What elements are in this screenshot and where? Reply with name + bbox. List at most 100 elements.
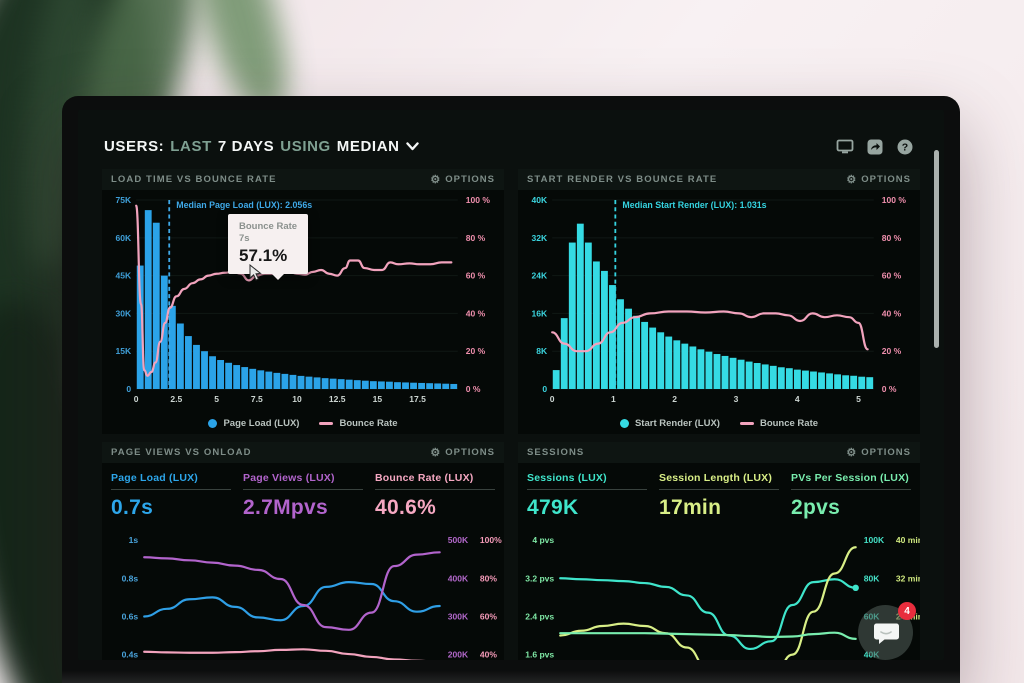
title-days: 7 DAYS [217, 138, 275, 155]
svg-text:80%: 80% [480, 573, 497, 583]
metric-bounce-rate: Bounce Rate (LUX) 40.6% [375, 472, 495, 520]
chat-widget-button[interactable]: 4 [858, 602, 916, 660]
svg-text:17.5: 17.5 [409, 394, 426, 404]
chart-area: Sessions (LUX) 479K Session Length (LUX)… [518, 463, 920, 660]
options-button[interactable]: ⚙ OPTIONS [430, 447, 495, 460]
svg-text:30K: 30K [115, 308, 131, 318]
gear-icon: ⚙ [846, 174, 858, 186]
start-render-chart[interactable]: 40K 32K 24K 16K 8K 0 100 % 80 % 60 % 40 % 20 % 0 % 0… [518, 190, 920, 413]
options-button[interactable]: ⚙ OPTIONS [846, 447, 911, 460]
svg-text:0 %: 0 % [466, 384, 481, 394]
svg-text:0.4s: 0.4s [122, 650, 139, 660]
svg-text:20 %: 20 % [882, 346, 902, 356]
svg-text:100 %: 100 % [882, 195, 907, 205]
svg-text:60%: 60% [480, 612, 497, 622]
title-using: USING [280, 138, 331, 155]
svg-text:16K: 16K [531, 308, 547, 318]
svg-text:100K: 100K [864, 535, 885, 545]
panel-grid: LOAD TIME VS BOUNCE RATE ⚙ OPTIONS 75K 60… [102, 169, 920, 660]
svg-text:60K: 60K [115, 233, 131, 243]
help-icon[interactable]: ? [895, 138, 914, 155]
panel-header: START RENDER VS BOUNCE RATE ⚙ OPTIONS [518, 169, 920, 190]
legend-dot [619, 419, 629, 429]
metric-pvs-per-session: PVs Per Session (LUX) 2pvs [791, 472, 911, 520]
svg-text:0 %: 0 % [882, 384, 897, 394]
display-icon[interactable] [835, 138, 854, 155]
legend-start-render: Start Render (LUX) [619, 418, 720, 429]
svg-text:40 %: 40 % [466, 308, 486, 318]
svg-text:4 pvs: 4 pvs [532, 535, 554, 545]
metric-rule [375, 489, 495, 491]
svg-text:80K: 80K [864, 573, 880, 583]
panel-title: START RENDER VS BOUNCE RATE [527, 174, 718, 185]
chart-legend: Page Load (LUX) Bounce Rate [102, 413, 504, 434]
svg-text:20 %: 20 % [466, 346, 486, 356]
laptop: USERS: LAST 7 DAYS USING MEDIAN ? [62, 96, 960, 683]
share-icon[interactable] [865, 138, 884, 155]
svg-text:1: 1 [611, 394, 616, 404]
scrollbar[interactable] [934, 150, 939, 348]
svg-text:4: 4 [795, 394, 800, 404]
legend-page-load: Page Load (LUX) [208, 418, 299, 429]
svg-text:8K: 8K [536, 346, 548, 356]
svg-text:5: 5 [214, 394, 219, 404]
svg-text:15K: 15K [115, 346, 131, 356]
chart-area: 75K 60K 45K 30K 15K 0 100 % 80 % 60 % 40 % 20 % 0 %… [102, 190, 504, 435]
title-last: LAST [170, 138, 212, 155]
chevron-down-icon [405, 142, 419, 151]
svg-text:300K: 300K [448, 612, 469, 622]
svg-text:12.5: 12.5 [329, 394, 346, 404]
metric-rule [659, 489, 779, 491]
panel-title: SESSIONS [527, 447, 585, 459]
svg-text:32K: 32K [531, 233, 547, 243]
topbar-icons: ? [835, 138, 914, 155]
title-users: USERS: [104, 138, 165, 155]
panel-page-views: PAGE VIEWS VS ONLOAD ⚙ OPTIONS Page Load… [102, 442, 504, 660]
chart-area: 40K 32K 24K 16K 8K 0 100 % 80 % 60 % 40 % 20 % 0 % 0… [518, 190, 920, 435]
metric-page-load: Page Load (LUX) 0.7s [111, 472, 231, 520]
gear-icon: ⚙ [430, 447, 442, 460]
chart-legend: Start Render (LUX) Bounce Rate [518, 413, 920, 434]
metrics-row: Page Load (LUX) 0.7s Page Views (LUX) 2.… [102, 463, 504, 524]
panel-header: PAGE VIEWS VS ONLOAD ⚙ OPTIONS [102, 442, 504, 464]
legend-dash [739, 422, 754, 426]
page-views-chart[interactable]: 1s 0.8s 0.6s 0.4s 500K 100% 400K 80% 300K 60% 200K… [102, 524, 504, 660]
svg-text:1s: 1s [129, 535, 139, 545]
dashboard-topbar: USERS: LAST 7 DAYS USING MEDIAN ? [104, 138, 914, 155]
svg-text:45K: 45K [115, 271, 131, 281]
svg-text:100%: 100% [480, 535, 502, 545]
users-range-dropdown[interactable]: USERS: LAST 7 DAYS USING MEDIAN [104, 138, 419, 155]
svg-text:2: 2 [672, 394, 677, 404]
svg-text:Median Start Render (LUX): 1.0: Median Start Render (LUX): 1.031s [622, 200, 766, 210]
svg-text:0.8s: 0.8s [122, 573, 139, 583]
panel-header: SESSIONS ⚙ OPTIONS [518, 442, 920, 464]
dashboard-screen: USERS: LAST 7 DAYS USING MEDIAN ? [78, 110, 944, 660]
gear-icon: ⚙ [430, 174, 442, 186]
svg-text:3.2 pvs: 3.2 pvs [525, 573, 554, 583]
svg-text:200K: 200K [448, 650, 469, 660]
options-button[interactable]: ⚙ OPTIONS [846, 174, 911, 186]
panel-title: LOAD TIME VS BOUNCE RATE [111, 174, 277, 185]
title-median: MEDIAN [336, 138, 400, 155]
chart-tooltip: Bounce Rate 7s 57.1% [228, 214, 309, 280]
gear-icon: ⚙ [846, 447, 858, 460]
laptop-base [62, 662, 960, 683]
chat-badge: 4 [898, 602, 916, 620]
svg-text:5: 5 [856, 394, 861, 404]
svg-text:0.6s: 0.6s [122, 612, 139, 622]
svg-text:7.5: 7.5 [251, 394, 263, 404]
panel-load-time: LOAD TIME VS BOUNCE RATE ⚙ OPTIONS 75K 60… [102, 169, 504, 435]
metric-rule [243, 489, 363, 491]
metric-page-views: Page Views (LUX) 2.7Mpvs [243, 472, 363, 520]
panel-header: LOAD TIME VS BOUNCE RATE ⚙ OPTIONS [102, 169, 504, 190]
panel-title: PAGE VIEWS VS ONLOAD [111, 447, 252, 459]
legend-bounce-rate: Bounce Rate [739, 418, 818, 429]
svg-text:60 %: 60 % [466, 271, 486, 281]
svg-text:Median Page Load (LUX): 2.056s: Median Page Load (LUX): 2.056s [176, 200, 312, 210]
svg-text:3: 3 [734, 394, 739, 404]
svg-text:15: 15 [373, 394, 383, 404]
svg-text:?: ? [901, 141, 907, 153]
panel-start-render: START RENDER VS BOUNCE RATE ⚙ OPTIONS 4 0… [518, 169, 920, 435]
metric-session-length: Session Length (LUX) 17min [659, 472, 779, 520]
options-button[interactable]: ⚙ OPTIONS [430, 174, 495, 186]
